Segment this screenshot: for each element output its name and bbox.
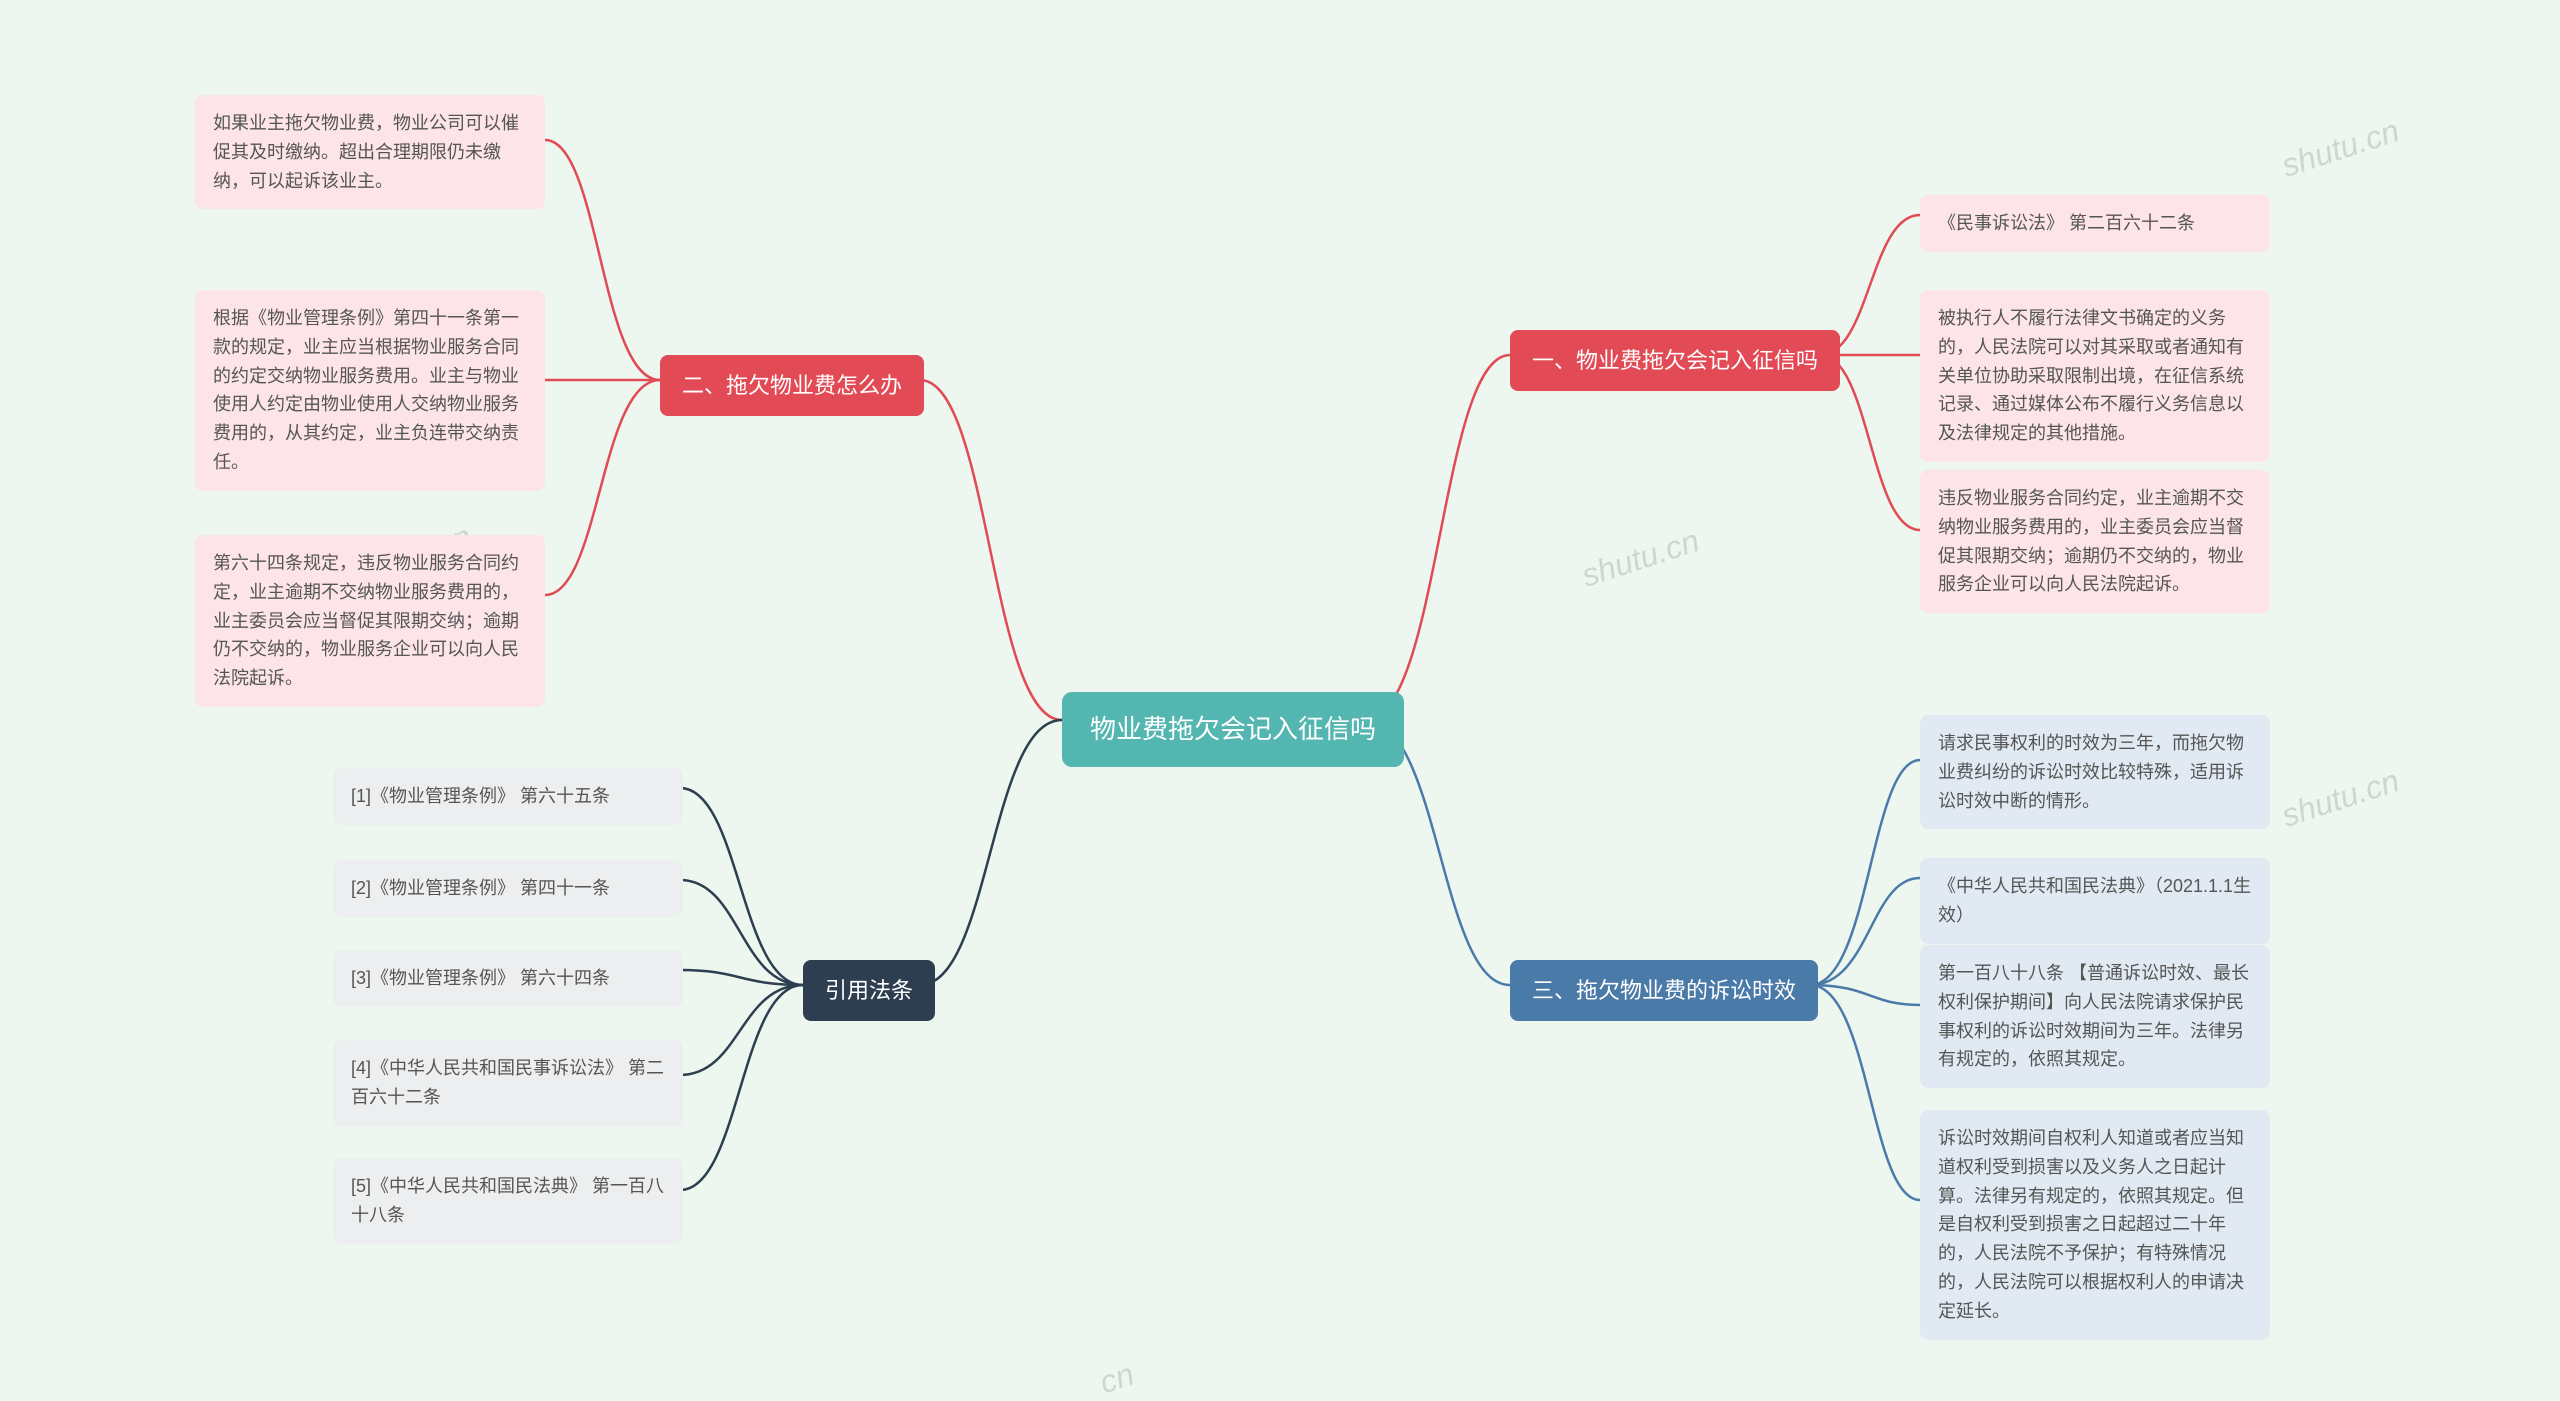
branch-3: 三、拖欠物业费的诉讼时效 [1510, 960, 1818, 1021]
leaf-b4-2: [2]《物业管理条例》 第四十一条 [333, 860, 683, 917]
leaf-b4-1: [1]《物业管理条例》 第六十五条 [333, 768, 683, 825]
leaf-b2-2: 根据《物业管理条例》第四十一条第一款的规定，业主应当根据物业服务合同的约定交纳物… [195, 290, 545, 491]
leaf-b4-3: [3]《物业管理条例》 第六十四条 [333, 950, 683, 1007]
leaf-b3-2: 《中华人民共和国民法典》（2021.1.1生效） [1920, 858, 2270, 944]
leaf-b3-3: 第一百八十八条 【普通诉讼时效、最长权利保护期间】向人民法院请求保护民事权利的诉… [1920, 945, 2270, 1088]
center-node: 物业费拖欠会记入征信吗 [1062, 692, 1404, 767]
watermark: cn [1095, 1356, 1139, 1401]
leaf-b3-4: 诉讼时效期间自权利人知道或者应当知道权利受到损害以及义务人之日起计算。法律另有规… [1920, 1110, 2270, 1340]
watermark: shutu.cn [2277, 762, 2403, 835]
watermark: shutu.cn [1577, 522, 1703, 595]
leaf-b1-2: 被执行人不履行法律文书确定的义务的，人民法院可以对其采取或者通知有关单位协助采取… [1920, 290, 2270, 462]
leaf-b2-1: 如果业主拖欠物业费，物业公司可以催促其及时缴纳。超出合理期限仍未缴纳，可以起诉该… [195, 95, 545, 209]
leaf-b2-3: 第六十四条规定，违反物业服务合同约定，业主逾期不交纳物业服务费用的，业主委员会应… [195, 535, 545, 707]
branch-1: 一、物业费拖欠会记入征信吗 [1510, 330, 1840, 391]
leaf-b1-1: 《民事诉讼法》 第二百六十二条 [1920, 195, 2270, 252]
branch-4: 引用法条 [803, 960, 935, 1021]
leaf-b4-4: [4]《中华人民共和国民事诉讼法》 第二百六十二条 [333, 1040, 683, 1126]
watermark: shutu.cn [2277, 112, 2403, 185]
leaf-b1-3: 违反物业服务合同约定，业主逾期不交纳物业服务费用的，业主委员会应当督促其限期交纳… [1920, 470, 2270, 613]
leaf-b4-5: [5]《中华人民共和国民法典》 第一百八十八条 [333, 1158, 683, 1244]
branch-2: 二、拖欠物业费怎么办 [660, 355, 924, 416]
leaf-b3-1: 请求民事权利的时效为三年，而拖欠物业费纠纷的诉讼时效比较特殊，适用诉讼时效中断的… [1920, 715, 2270, 829]
